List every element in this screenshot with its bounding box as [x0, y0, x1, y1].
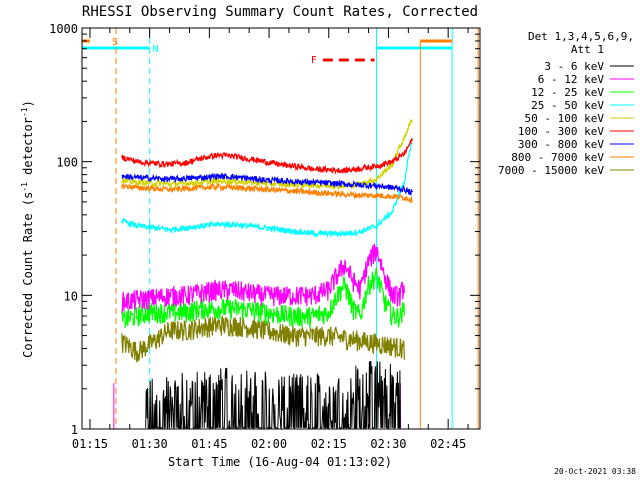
y-axis-label-mid: detector: [21, 117, 35, 182]
x-tick-label-1: 01:30: [132, 437, 168, 451]
legend-entry-label-0: 3 - 6 keV: [544, 60, 604, 73]
x-tick-label-2: 01:45: [191, 437, 227, 451]
timestamp: 20-Oct-2021 03:38: [554, 467, 636, 476]
y-axis-label-end: ): [21, 100, 35, 107]
chart-title: RHESSI Observing Summary Count Rates, Co…: [82, 4, 478, 20]
series-line-3-6-kev: [145, 360, 401, 430]
y-tick-label-2: 100: [56, 156, 78, 170]
series-line-12-25-kev: [121, 267, 405, 328]
y-axis-label-sup1: -1: [20, 182, 29, 192]
legend-entry-label-8: 7000 - 15000 keV: [498, 164, 604, 177]
legend-entry-label-4: 50 - 100 keV: [525, 112, 605, 125]
y-axis-ticks: 1 10 100 1000: [49, 22, 480, 437]
x-axis-ticks: 01:15 01:30 01:45 02:00 02:15 02:30 02:45: [72, 28, 469, 451]
legend-header-1: Det 1,3,4,5,6,9,: [528, 30, 634, 43]
series-line-7000-15000-kev: [121, 314, 405, 363]
flare-label: F: [311, 55, 317, 66]
series-line-100-300-kev: [121, 138, 413, 175]
x-tick-label-5: 02:30: [370, 437, 406, 451]
legend-entry-label-5: 100 - 300 keV: [518, 125, 604, 138]
plot-frame: [81, 27, 481, 430]
y-axis-label: Corrected Count Rate (s-1 detector-1): [20, 100, 35, 358]
series-line-6-12-kev: [121, 243, 405, 314]
series-line-300-800-kev: [121, 172, 413, 196]
y-axis-label-main: Corrected Count Rate (s: [21, 192, 35, 358]
y-tick-label-3: 1000: [49, 22, 78, 36]
y-axis-label-sup2: -1: [20, 107, 29, 117]
x-axis-label: Start Time (16-Aug-04 01:13:02): [168, 455, 392, 469]
x-tick-label-4: 02:15: [311, 437, 347, 451]
legend-header-2: Att 1: [571, 43, 604, 56]
legend-entry-label-3: 25 - 50 keV: [531, 99, 604, 112]
x-tick-label-0: 01:15: [72, 437, 108, 451]
x-tick-label-3: 02:00: [251, 437, 287, 451]
legend-entry-label-6: 300 - 800 keV: [518, 138, 604, 151]
legend-entry-label-7: 800 - 7000 keV: [511, 151, 604, 164]
saa-label: S: [112, 37, 118, 48]
x-tick-label-6: 02:45: [430, 437, 466, 451]
series-line-25-50-kev: [121, 142, 413, 239]
legend-entry-label-1: 6 - 12 keV: [538, 73, 605, 86]
plot-area: S N F: [82, 28, 479, 430]
y-tick-label-1: 10: [64, 289, 78, 303]
legend-entry-label-2: 12 - 25 keV: [531, 86, 604, 99]
series-line-800-7000-kev: [121, 181, 413, 205]
y-tick-label-0: 1: [71, 423, 78, 437]
night-label: N: [153, 44, 159, 55]
